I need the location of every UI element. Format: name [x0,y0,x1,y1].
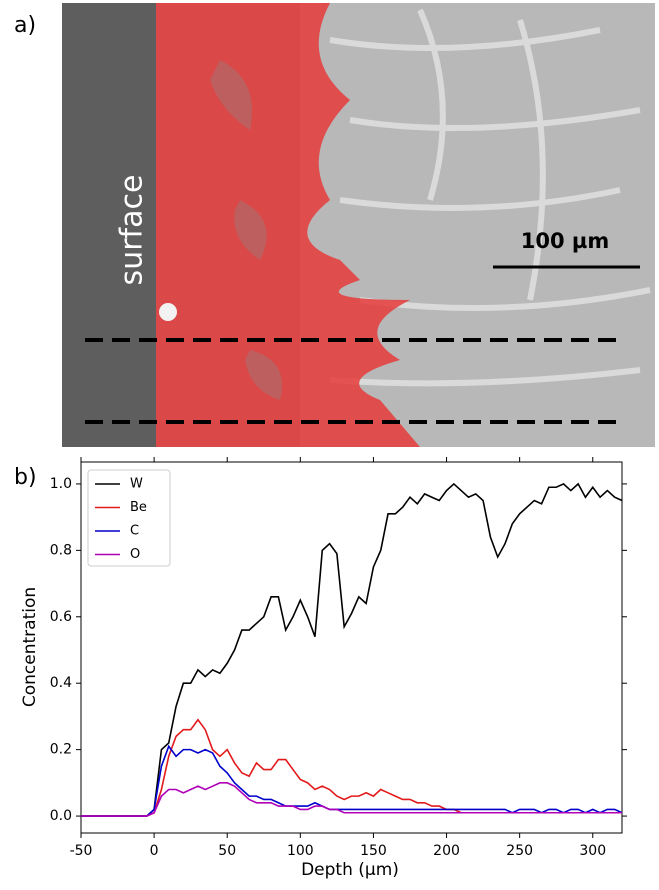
x-tick-label: 200 [433,843,460,859]
surface-label: surface [115,175,150,286]
data-line [81,482,623,817]
panel-label: a) [14,13,36,38]
legend-label: C [130,524,139,539]
data-line [81,718,622,817]
x-tick-label: 150 [360,843,387,859]
texture-streaks [329,8,651,387]
data-line [81,744,623,817]
micrograph: surface 100 µm [62,3,655,447]
legend-label: O [130,547,140,562]
data-line [81,782,622,817]
y-tick-label: 0.4 [50,675,72,691]
x-tick-label: 100 [287,843,314,859]
particle [159,303,177,321]
y-tick-label: 0.2 [50,742,72,758]
y-tick-label: 1.0 [50,476,72,492]
legend-label: W [130,477,143,492]
x-tick-label: 300 [579,843,606,859]
x-tick-label: 250 [506,843,533,859]
x-tick-label: -50 [70,843,93,859]
red-region [150,3,420,447]
surface-band [62,3,156,447]
panel-label: b) [14,465,37,490]
plot-frame [80,461,623,834]
scale-bar-label: 100 µm [521,229,609,253]
y-tick-label: 0.8 [50,542,72,558]
legend-box [87,469,171,567]
legend-label: Be [130,500,147,515]
y-tick-label: 0.6 [50,609,72,625]
red-region-shade [210,60,282,400]
x-axis-label: Depth (μm) [301,860,399,880]
x-tick-label: 50 [218,843,236,859]
texture [300,3,655,447]
y-axis-label: Concentration [20,587,40,707]
y-tick-label: 0.0 [50,808,72,824]
x-tick-label: 0 [150,843,159,859]
